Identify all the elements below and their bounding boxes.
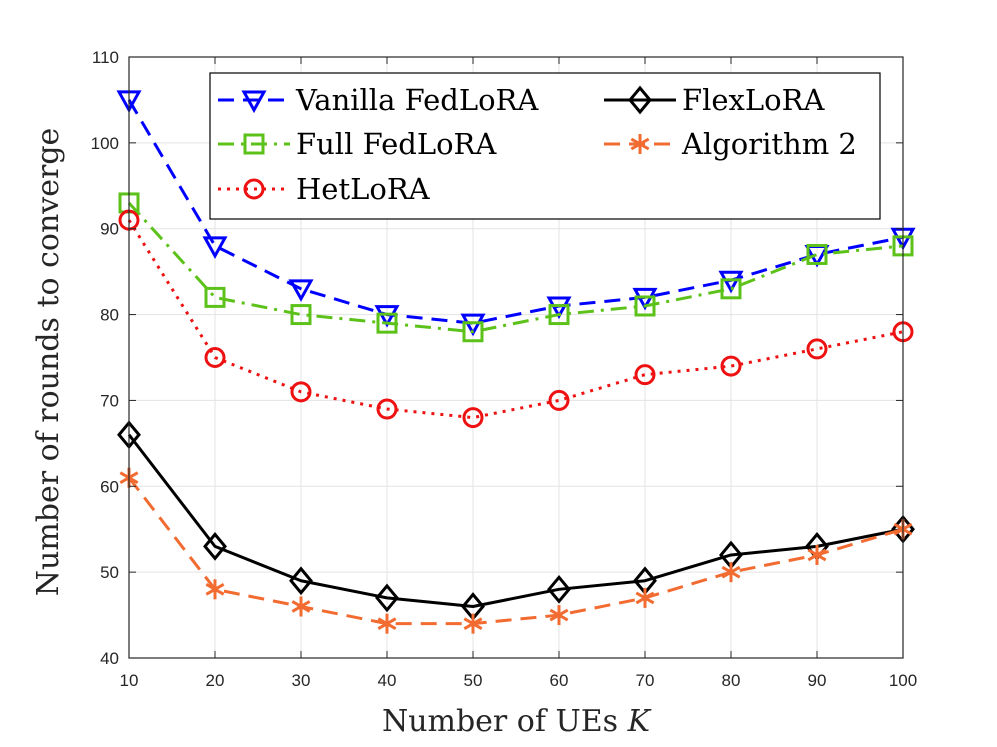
x-axis-ticks: 10 20 30 40 50 60 70 80 90 100 <box>120 57 917 690</box>
data-point-marker <box>202 236 228 259</box>
data-point-marker <box>376 312 398 334</box>
data-point-marker <box>291 596 311 617</box>
data-point-marker <box>549 605 569 626</box>
data-point-marker <box>548 304 570 326</box>
legend-label: Full FedLoRA <box>296 127 497 161</box>
x-tick-label: 60 <box>550 671 569 690</box>
data-point-marker <box>205 579 225 600</box>
data-point-marker <box>806 243 828 265</box>
data-point-marker <box>634 364 656 386</box>
legend-item: Full FedLoRA <box>218 127 497 161</box>
legend-item: Vanilla FedLoRA <box>218 83 539 117</box>
legend-item: FlexLoRA <box>604 83 825 117</box>
data-point-marker <box>462 321 484 343</box>
data-point-marker <box>288 279 314 302</box>
y-tick-label: 70 <box>100 391 119 410</box>
series-line <box>127 433 904 608</box>
y-tick-label: 90 <box>100 220 119 239</box>
data-point-marker <box>290 381 312 403</box>
legend-label: HetLoRA <box>296 172 431 206</box>
legend-marker <box>630 134 650 154</box>
x-tick-label: 70 <box>636 671 655 690</box>
y-tick-label: 100 <box>91 134 119 153</box>
series-line <box>127 476 904 626</box>
x-axis-title: Number of UEs K <box>382 704 652 739</box>
data-point-marker <box>376 398 398 420</box>
data-point-marker <box>377 613 397 634</box>
data-point-marker <box>463 613 483 634</box>
x-tick-label: 90 <box>808 671 827 690</box>
legend-label: FlexLoRA <box>682 83 825 117</box>
data-point-marker <box>290 304 312 326</box>
legend-marker <box>243 178 265 200</box>
data-point-marker <box>547 574 571 604</box>
legend-item: Algorithm 2 <box>604 127 857 161</box>
x-tick-label: 40 <box>378 671 397 690</box>
series-algorithm-2 <box>119 467 913 634</box>
y-tick-label: 40 <box>100 649 119 668</box>
x-tick-label: 20 <box>206 671 225 690</box>
data-point-marker <box>204 286 226 308</box>
x-tick-label: 10 <box>120 671 139 690</box>
x-axis-variable: K <box>627 704 652 739</box>
x-tick-label: 100 <box>889 671 917 690</box>
data-point-marker <box>720 355 742 377</box>
x-axis-title-text: Number of UEs <box>382 704 618 739</box>
y-axis-title: Number of rounds to converge <box>31 128 66 597</box>
x-tick-label: 80 <box>722 671 741 690</box>
series-line <box>127 201 904 334</box>
legend-label: Algorithm 2 <box>681 127 857 161</box>
legend-marker <box>241 90 267 114</box>
y-tick-label: 60 <box>100 477 119 496</box>
legend-box <box>209 72 881 220</box>
y-axis-ticks: 40 50 60 70 80 90 100 110 <box>91 48 903 668</box>
data-point-marker <box>806 338 828 360</box>
legend-label: Vanilla FedLoRA <box>295 83 539 117</box>
data-point-marker <box>721 562 741 583</box>
data-point-marker <box>807 544 827 565</box>
data-point-marker <box>548 389 570 411</box>
data-point-marker <box>289 566 313 596</box>
y-tick-label: 80 <box>100 306 119 325</box>
data-point-marker <box>635 587 655 608</box>
legend-marker <box>628 85 652 115</box>
data-point-marker <box>375 583 399 613</box>
data-point-marker <box>720 278 742 300</box>
data-point-marker <box>204 347 226 368</box>
legend-marker <box>243 133 265 155</box>
y-tick-label: 110 <box>92 48 119 67</box>
data-point-marker <box>634 295 656 317</box>
legend: Vanilla FedLoRA Full FedLoRA HetLoRA FlexLo… <box>209 72 881 220</box>
x-tick-label: 50 <box>464 671 483 690</box>
x-tick-label: 30 <box>292 671 311 690</box>
plot-frame <box>128 56 904 659</box>
series-line <box>127 99 904 325</box>
y-tick-label: 50 <box>100 563 119 582</box>
series-group <box>116 90 916 634</box>
data-point-marker <box>462 407 484 429</box>
legend-item: HetLoRA <box>218 172 431 206</box>
series-line <box>127 219 904 420</box>
data-point-marker <box>203 532 227 561</box>
